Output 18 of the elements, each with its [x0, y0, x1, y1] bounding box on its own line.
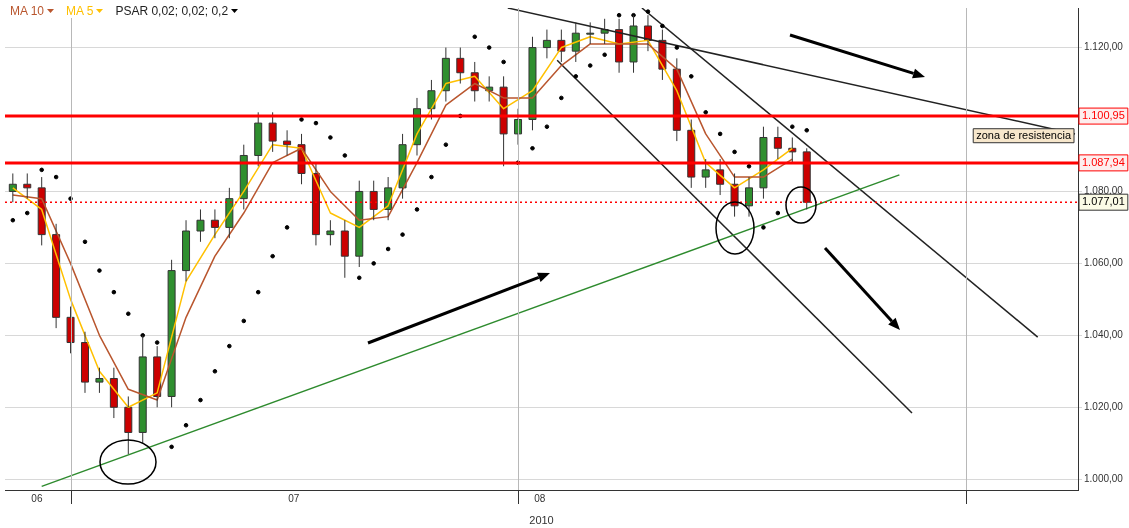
x-tick-label: 07	[288, 492, 300, 504]
annotation: zona de resistencia	[976, 128, 1072, 141]
y-tick-label: 1.020,00	[1084, 401, 1124, 413]
x-tick-label: 08	[534, 492, 546, 504]
y-tick-label: 1.040,00	[1084, 329, 1124, 341]
ref-line-label: 1.077,01	[1082, 195, 1125, 208]
x-tick-label: 06	[31, 492, 43, 504]
legend-label: PSAR 0,02; 0,02; 0,2	[115, 4, 229, 18]
legend-label: MA 5	[66, 4, 94, 18]
x-axis-title: 2010	[529, 514, 554, 527]
ref-line-label: 1.100,95	[1082, 109, 1125, 122]
y-tick-label: 1.000,00	[1084, 472, 1124, 484]
candlestick	[80, 331, 89, 394]
legend-label: MA 10	[10, 4, 45, 18]
ref-line-label: 1.087,94	[1082, 155, 1125, 168]
y-tick-label: 1.120,00	[1084, 41, 1124, 53]
y-tick-label: 1.080,00	[1084, 185, 1124, 197]
y-tick-label: 1.060,00	[1084, 257, 1124, 269]
